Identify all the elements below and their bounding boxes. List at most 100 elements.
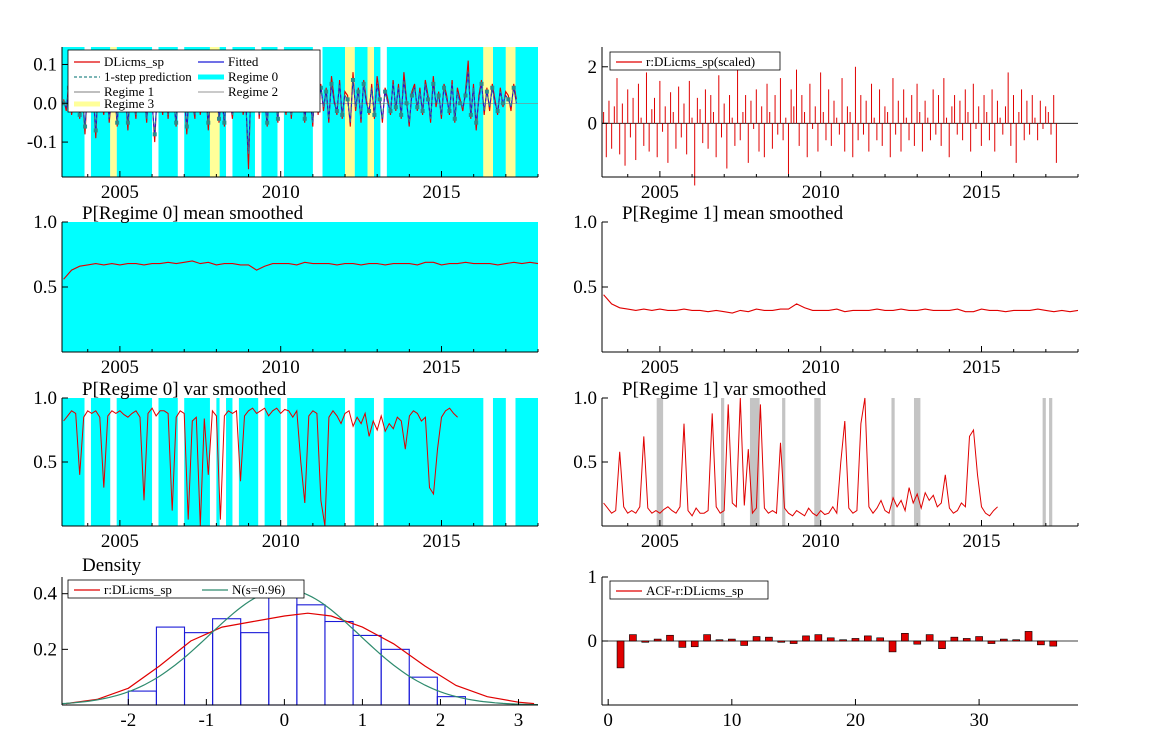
- regime-3-span: [345, 47, 355, 177]
- probability-line: [63, 260, 539, 280]
- prediction-point: [152, 132, 157, 137]
- y-tick-label: 1.0: [33, 388, 57, 409]
- prediction-point: [447, 109, 452, 114]
- panel-regime1-mean-smoothed: 1.0 0.5 2005 2010 2015 P[Regime 1] mean smoot…: [573, 203, 1079, 378]
- probability-line: [63, 407, 458, 527]
- regime-3-span: [505, 47, 516, 177]
- prediction-point: [216, 116, 221, 121]
- prediction-point: [275, 116, 280, 121]
- x-tick-label: 2015: [423, 357, 461, 378]
- prediction-point: [302, 116, 307, 121]
- legend-label: Fitted: [228, 54, 259, 69]
- prediction-point: [420, 109, 425, 114]
- acf-bar: [715, 639, 724, 642]
- x-tick-label: 0: [603, 710, 613, 731]
- x-tick-label: 2005: [641, 357, 679, 378]
- regime-0-span: [62, 222, 538, 352]
- acf-bar: [616, 640, 625, 669]
- prediction-point: [77, 112, 82, 117]
- legend-box: [609, 51, 781, 71]
- x-tick-label: 2010: [802, 357, 840, 378]
- acf-bar: [1049, 640, 1058, 647]
- regime-0-span: [515, 47, 538, 177]
- y-tick-label: 0.4: [33, 584, 57, 605]
- x-tick-label: 2010: [802, 182, 840, 203]
- y-tick-label: 0.5: [33, 277, 57, 298]
- prediction-point: [329, 81, 334, 86]
- x-tick-label: 2010: [802, 531, 840, 552]
- prediction-point: [356, 89, 361, 94]
- acf-bar: [1024, 631, 1033, 642]
- prediction-point: [399, 112, 404, 117]
- acf-bar: [888, 640, 897, 653]
- y-tick-label: 1.0: [573, 212, 597, 233]
- acf-bar: [975, 636, 983, 642]
- panel-title: P[Regime 1] var smoothed: [622, 379, 827, 400]
- panel-scaled-residuals: 2 0 2005 2010 2015 r:DLicms_sp(scaled): [588, 47, 1079, 203]
- prediction-point: [184, 124, 189, 129]
- x-tick-label: 2015: [423, 531, 461, 552]
- prediction-point: [222, 120, 227, 125]
- y-tick-label: 0.1: [33, 54, 57, 75]
- y-tick-label: -0.1: [27, 132, 57, 153]
- panel-title: P[Regime 1] mean smoothed: [622, 203, 844, 224]
- x-tick-label: 2015: [963, 357, 1001, 378]
- prediction-point: [334, 109, 339, 114]
- regime-0-span: [354, 398, 374, 526]
- regime-0-span: [383, 398, 484, 526]
- prediction-point: [324, 89, 329, 94]
- prediction-point: [388, 109, 393, 114]
- prediction-point: [511, 85, 516, 90]
- x-tick-label: 2015: [963, 182, 1001, 203]
- panel-regime0-mean-smoothed: 1.0 0.5 2005 2010 2015 P[Regime 0] mean smoot…: [33, 203, 539, 378]
- prediction-point: [415, 105, 420, 110]
- normal-density-line: [61, 588, 538, 706]
- regime-1-span: [1049, 398, 1053, 526]
- regime-0-span: [492, 398, 506, 526]
- prediction-point: [125, 120, 130, 125]
- histogram-bar: [127, 690, 157, 706]
- prediction-point: [393, 105, 398, 110]
- x-tick-label: 2010: [262, 357, 300, 378]
- legend-label: r:DLicms_sp(scaled): [646, 54, 755, 69]
- prediction-point: [425, 97, 430, 102]
- histogram-bar: [268, 595, 298, 706]
- acf-bar: [876, 637, 884, 642]
- panel-residual-density: 0.4 0.2 -2 -1 0 1 2 3 Density r:DLicms_sp N(s=0.96…: [33, 555, 538, 731]
- acf-bar: [925, 634, 934, 642]
- x-tick-label: 2015: [963, 531, 1001, 552]
- acf-bar: [987, 640, 996, 644]
- y-tick-label: 0.2: [33, 639, 57, 660]
- regime-1-span: [656, 398, 664, 526]
- histogram-bar: [296, 604, 326, 706]
- acf-bar: [666, 634, 674, 642]
- y-tick-label: 2: [588, 57, 598, 78]
- prediction-point: [93, 128, 98, 133]
- regime-0-span: [90, 398, 111, 526]
- prediction-point: [174, 120, 179, 125]
- prediction-point: [361, 81, 366, 86]
- x-tick-label: 2005: [101, 182, 139, 203]
- legend-label: Regime 0: [228, 69, 278, 84]
- histogram-bar: [183, 632, 214, 706]
- prediction-point: [484, 89, 489, 94]
- probability-line: [603, 294, 1079, 314]
- prediction-point: [409, 93, 414, 98]
- regime-1-span: [814, 398, 821, 526]
- acf-bar: [938, 640, 946, 649]
- legend-label: 1-step prediction: [104, 69, 192, 84]
- x-tick-label: 1: [358, 710, 368, 731]
- histogram-bar: [155, 626, 186, 706]
- prediction-point: [452, 116, 457, 121]
- regime-0-span: [322, 47, 346, 177]
- acf-bar: [690, 640, 699, 648]
- prediction-point: [115, 120, 120, 125]
- acf-bar: [913, 640, 922, 645]
- prediction-point: [265, 120, 270, 125]
- regime-0-span: [264, 398, 281, 526]
- prediction-point: [206, 120, 211, 125]
- acf-bar: [864, 635, 872, 642]
- legend-label: Regime 1: [104, 84, 154, 99]
- regime-0-span: [226, 398, 233, 526]
